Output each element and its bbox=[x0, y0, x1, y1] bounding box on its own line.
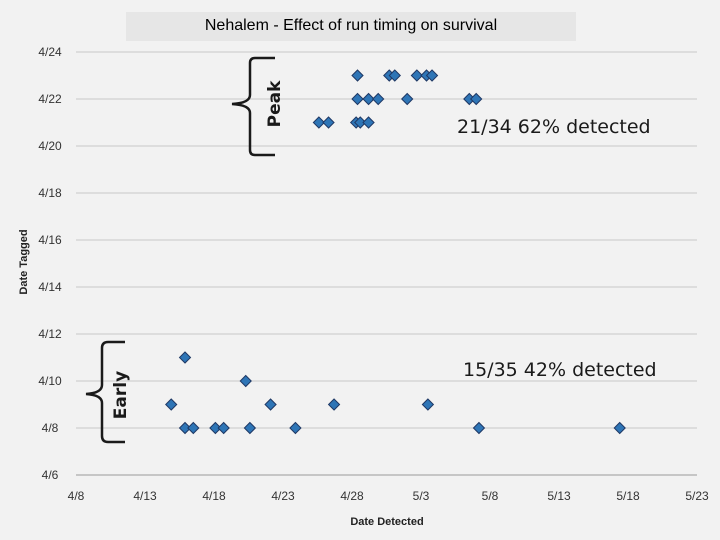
peak-label: Peak bbox=[265, 80, 285, 127]
data-point bbox=[327, 398, 341, 411]
data-point bbox=[239, 374, 252, 388]
x-tick-label: 5/18 bbox=[616, 489, 640, 503]
y-tick-labels: 4/6 4/8 4/10 4/12 4/14 4/16 4/18 4/20 4/22 4/24 bbox=[38, 45, 62, 482]
y-tick-label: 4/12 bbox=[38, 327, 62, 341]
data-point bbox=[217, 421, 230, 435]
x-tick-label: 5/8 bbox=[482, 489, 499, 503]
y-axis-title: Date Tagged bbox=[18, 229, 30, 294]
annotation-peak-detected: 21/34 62% detected bbox=[457, 116, 651, 138]
data-point bbox=[354, 116, 367, 129]
data-point bbox=[351, 92, 364, 106]
data-point bbox=[362, 116, 375, 129]
data-point bbox=[472, 421, 486, 435]
data-point bbox=[469, 92, 483, 106]
title-box: Nehalem - Effect of run timing on surviv… bbox=[126, 12, 576, 41]
data-point bbox=[312, 116, 326, 129]
early-label: Early bbox=[111, 371, 131, 419]
y-tick-label: 4/14 bbox=[38, 280, 62, 294]
data-point bbox=[243, 421, 257, 435]
data-point bbox=[289, 421, 302, 435]
data-point bbox=[410, 69, 424, 82]
x-tick-label: 5/3 bbox=[413, 489, 430, 503]
data-point bbox=[165, 398, 178, 411]
data-point bbox=[362, 92, 375, 106]
x-tick-label: 4/8 bbox=[68, 489, 85, 503]
y-tick-label: 4/6 bbox=[42, 468, 59, 482]
data-point bbox=[178, 351, 192, 364]
gridlines bbox=[76, 51, 697, 429]
x-tick-label: 4/18 bbox=[202, 489, 226, 503]
data-point bbox=[400, 92, 414, 106]
x-tick-label: 4/28 bbox=[340, 489, 364, 503]
data-point bbox=[351, 69, 364, 82]
data-point bbox=[613, 421, 626, 435]
data-point bbox=[187, 421, 200, 435]
chart-title: Nehalem - Effect of run timing on surviv… bbox=[204, 17, 498, 34]
x-tick-label: 4/23 bbox=[271, 489, 295, 503]
x-axis-title: Date Detected bbox=[350, 516, 423, 528]
y-tick-label: 4/10 bbox=[38, 374, 62, 388]
peak-brace bbox=[231, 56, 275, 157]
data-point bbox=[388, 69, 401, 82]
early-brace bbox=[85, 340, 125, 444]
data-point bbox=[421, 398, 435, 411]
data-point bbox=[425, 69, 439, 82]
data-point bbox=[264, 398, 277, 411]
data-point bbox=[372, 92, 385, 106]
y-tick-label: 4/16 bbox=[38, 233, 62, 247]
x-tick-labels: 4/8 4/13 4/18 4/23 4/28 5/3 5/8 5/13 5/18 5/23 bbox=[68, 489, 709, 503]
x-tick-label: 5/13 bbox=[547, 489, 571, 503]
data-point bbox=[322, 116, 335, 129]
y-tick-label: 4/8 bbox=[42, 421, 59, 435]
x-tick-label: 5/23 bbox=[685, 489, 709, 503]
annotation-early-detected: 15/35 42% detected bbox=[463, 359, 657, 381]
data-point bbox=[178, 421, 192, 435]
y-tick-label: 4/24 bbox=[38, 45, 62, 59]
y-tick-label: 4/22 bbox=[38, 92, 62, 106]
data-points bbox=[165, 69, 626, 435]
y-tick-label: 4/20 bbox=[38, 139, 62, 153]
x-tick-label: 4/13 bbox=[133, 489, 157, 503]
data-point bbox=[209, 421, 222, 435]
y-tick-label: 4/18 bbox=[38, 186, 62, 200]
